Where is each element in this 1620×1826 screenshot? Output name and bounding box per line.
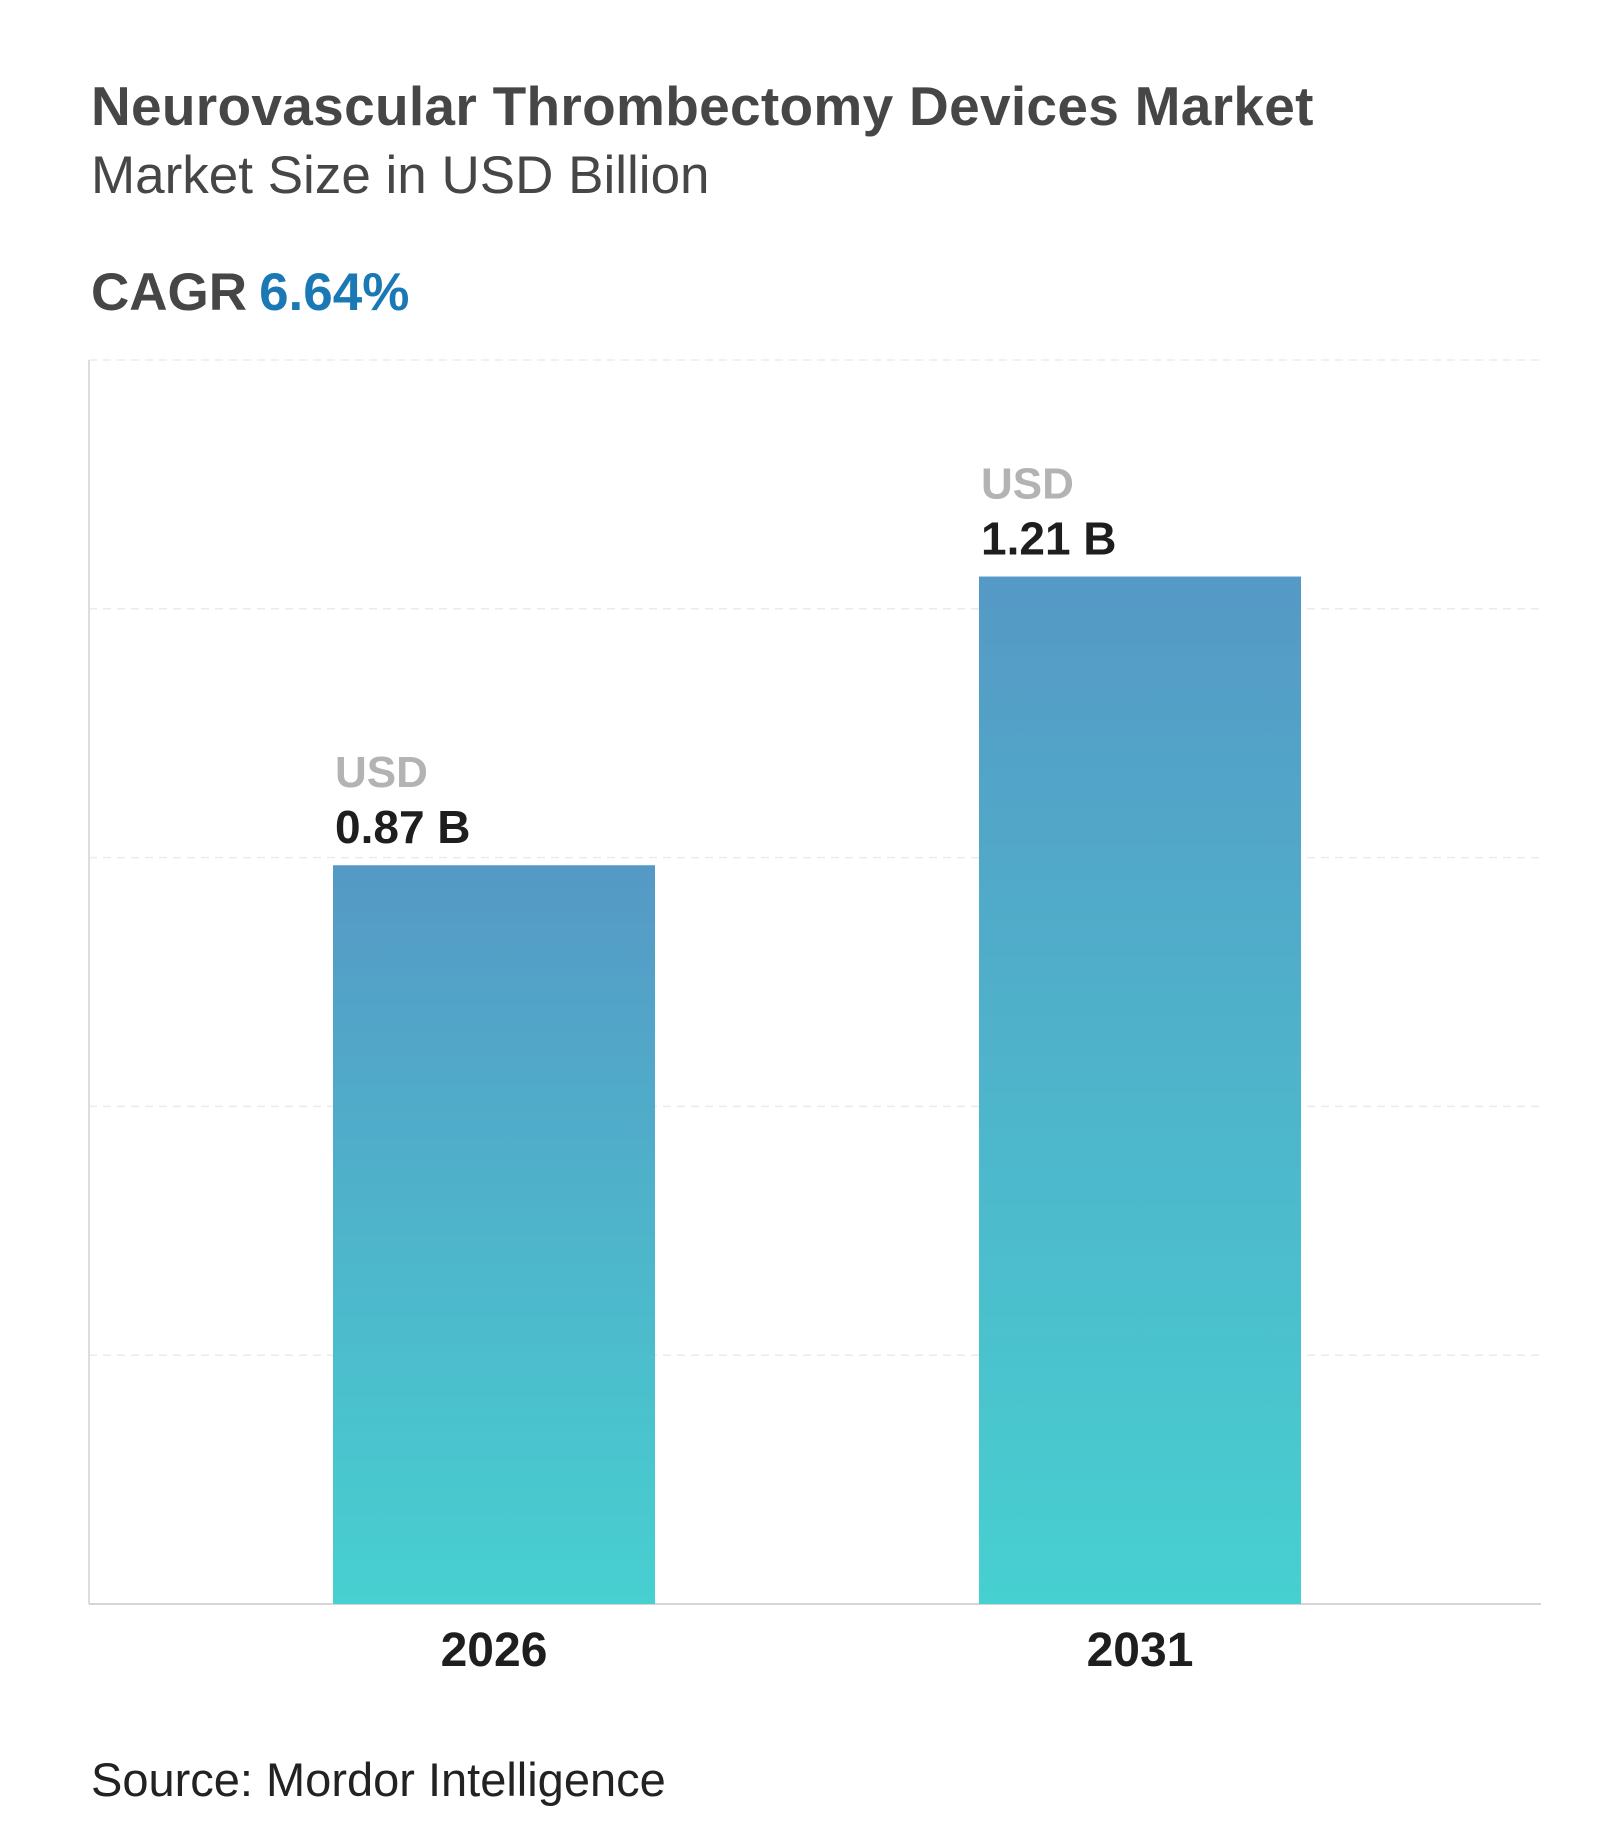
x-tick-label: 2031	[1087, 1624, 1194, 1677]
chart-title: Neurovascular Thrombectomy Devices Marke…	[91, 75, 1314, 137]
cagr-label: CAGR	[91, 263, 248, 322]
value-prefix-label: USD	[981, 460, 1074, 509]
data-label: 1.21 B	[981, 513, 1117, 565]
data-label: 0.87 B	[335, 801, 471, 853]
value-prefix-label: USD	[335, 748, 428, 797]
chart-subtitle: Market Size in USD Billion	[91, 146, 710, 205]
source-note: Source: Mordor Intelligence	[91, 1753, 666, 1806]
x-tick-label: 2026	[441, 1624, 548, 1677]
bar-2031	[979, 576, 1301, 1604]
cagr: CAGR 6.64%	[91, 262, 409, 323]
bar-2026	[333, 865, 655, 1604]
cagr-value: 6.64%	[259, 263, 410, 322]
